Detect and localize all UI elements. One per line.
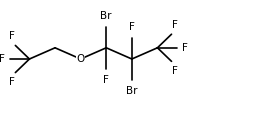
- Text: F: F: [103, 75, 109, 85]
- Text: F: F: [173, 19, 178, 30]
- Text: F: F: [9, 77, 14, 87]
- Text: Br: Br: [101, 11, 112, 21]
- Text: O: O: [77, 54, 85, 64]
- Text: F: F: [0, 54, 5, 64]
- Text: F: F: [9, 31, 14, 41]
- Text: F: F: [173, 66, 178, 76]
- Text: F: F: [182, 43, 188, 53]
- Text: Br: Br: [126, 86, 137, 96]
- Text: F: F: [129, 22, 135, 32]
